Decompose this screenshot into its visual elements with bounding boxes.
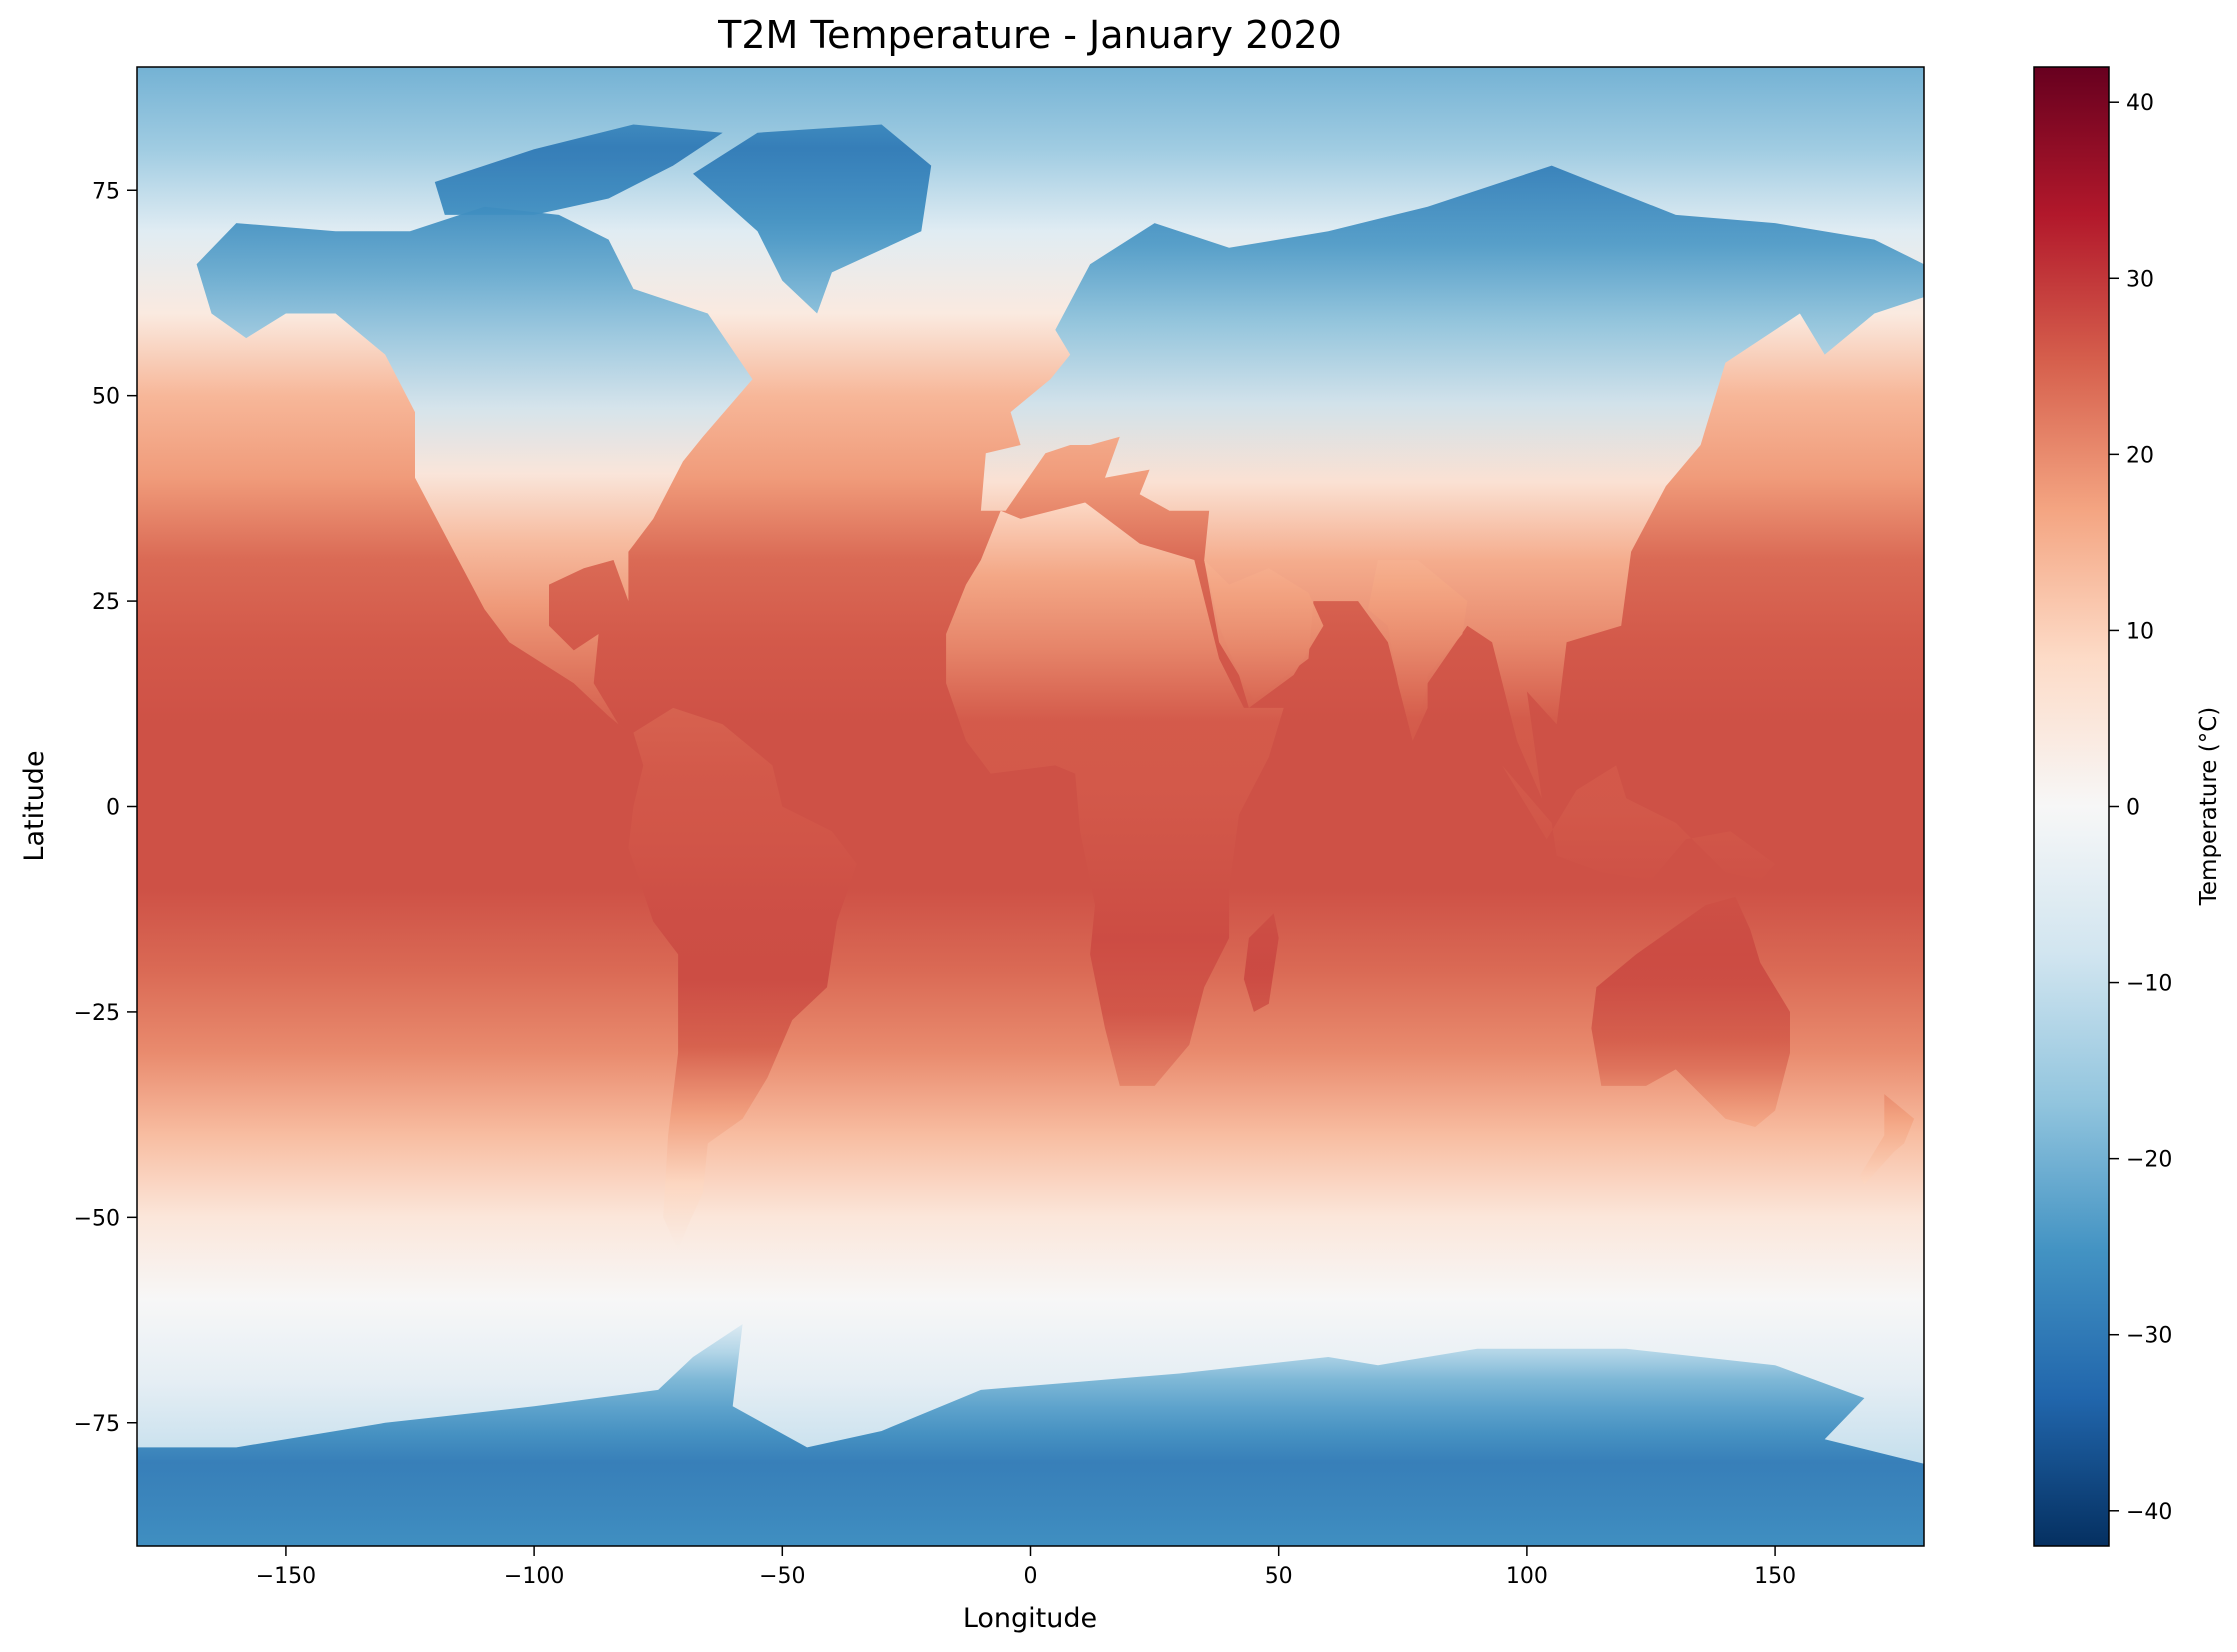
colorbar-tick-label: −40: [2126, 1500, 2172, 1525]
x-axis-ticks: −150 −100 −50 0 50 100 150: [256, 1546, 1796, 1589]
colorbar-tick-label: 10: [2126, 619, 2154, 644]
land-regions: [137, 124, 1924, 1546]
x-tick-label: −150: [256, 1564, 316, 1589]
x-tick-label: −50: [759, 1564, 805, 1589]
land-greenland: [693, 124, 932, 314]
x-tick-label: 150: [1754, 1564, 1796, 1589]
land-eurasia: [980, 165, 1924, 799]
colorbar-tick-label: −20: [2126, 1148, 2172, 1173]
x-axis-label: Longitude: [963, 1603, 1097, 1634]
y-tick-label: 50: [92, 385, 120, 410]
colorbar-tick-label: −10: [2126, 972, 2172, 997]
land-africa: [946, 502, 1284, 1086]
colorbar-tick-label: 30: [2126, 267, 2154, 292]
land-madagascar: [1243, 913, 1279, 1012]
colorbar: −40 −30 −20 −10 0 10 20 30 40 Temperature (°C): [2033, 66, 2222, 1547]
y-axis-ticks: −75 −50 −25 0 25 50 75: [74, 179, 137, 1437]
y-tick-label: 75: [92, 179, 120, 204]
x-tick-label: 50: [1265, 1564, 1293, 1589]
colorbar-tick-label: 20: [2126, 443, 2154, 468]
land-arctic-islands: [434, 124, 723, 215]
colorbar-tick-label: 0: [2126, 796, 2140, 821]
land-indonesia: [1502, 765, 1776, 881]
y-axis-label: Latitude: [19, 750, 50, 861]
colorbar-tick-label: −30: [2126, 1324, 2172, 1349]
y-tick-label: −25: [74, 1001, 120, 1026]
y-tick-label: 0: [106, 796, 120, 821]
land-north-america: [196, 206, 753, 741]
x-tick-label: 0: [1024, 1564, 1038, 1589]
colorbar-gradient: [2034, 67, 2109, 1546]
land-australia: [1591, 896, 1790, 1127]
land-india: [1368, 560, 1468, 741]
colorbar-tick-label: 40: [2126, 91, 2154, 116]
chart-title: T2M Temperature - January 2020: [717, 13, 1342, 57]
plot-area: [136, 66, 1925, 1547]
land-new-zealand: [1859, 1094, 1915, 1185]
land-south-america: [628, 707, 857, 1251]
y-tick-label: 25: [92, 590, 120, 615]
colorbar-label: Temperature (°C): [2196, 707, 2222, 907]
land-antarctica: [137, 1324, 1924, 1546]
colorbar-ticks: −40 −30 −20 −10 0 10 20 30 40: [2109, 91, 2172, 1525]
land-arabia: [1204, 560, 1324, 708]
x-tick-label: −100: [504, 1564, 564, 1589]
x-tick-label: 100: [1506, 1564, 1548, 1589]
y-tick-label: −75: [74, 1412, 120, 1437]
y-tick-label: −50: [74, 1206, 120, 1231]
